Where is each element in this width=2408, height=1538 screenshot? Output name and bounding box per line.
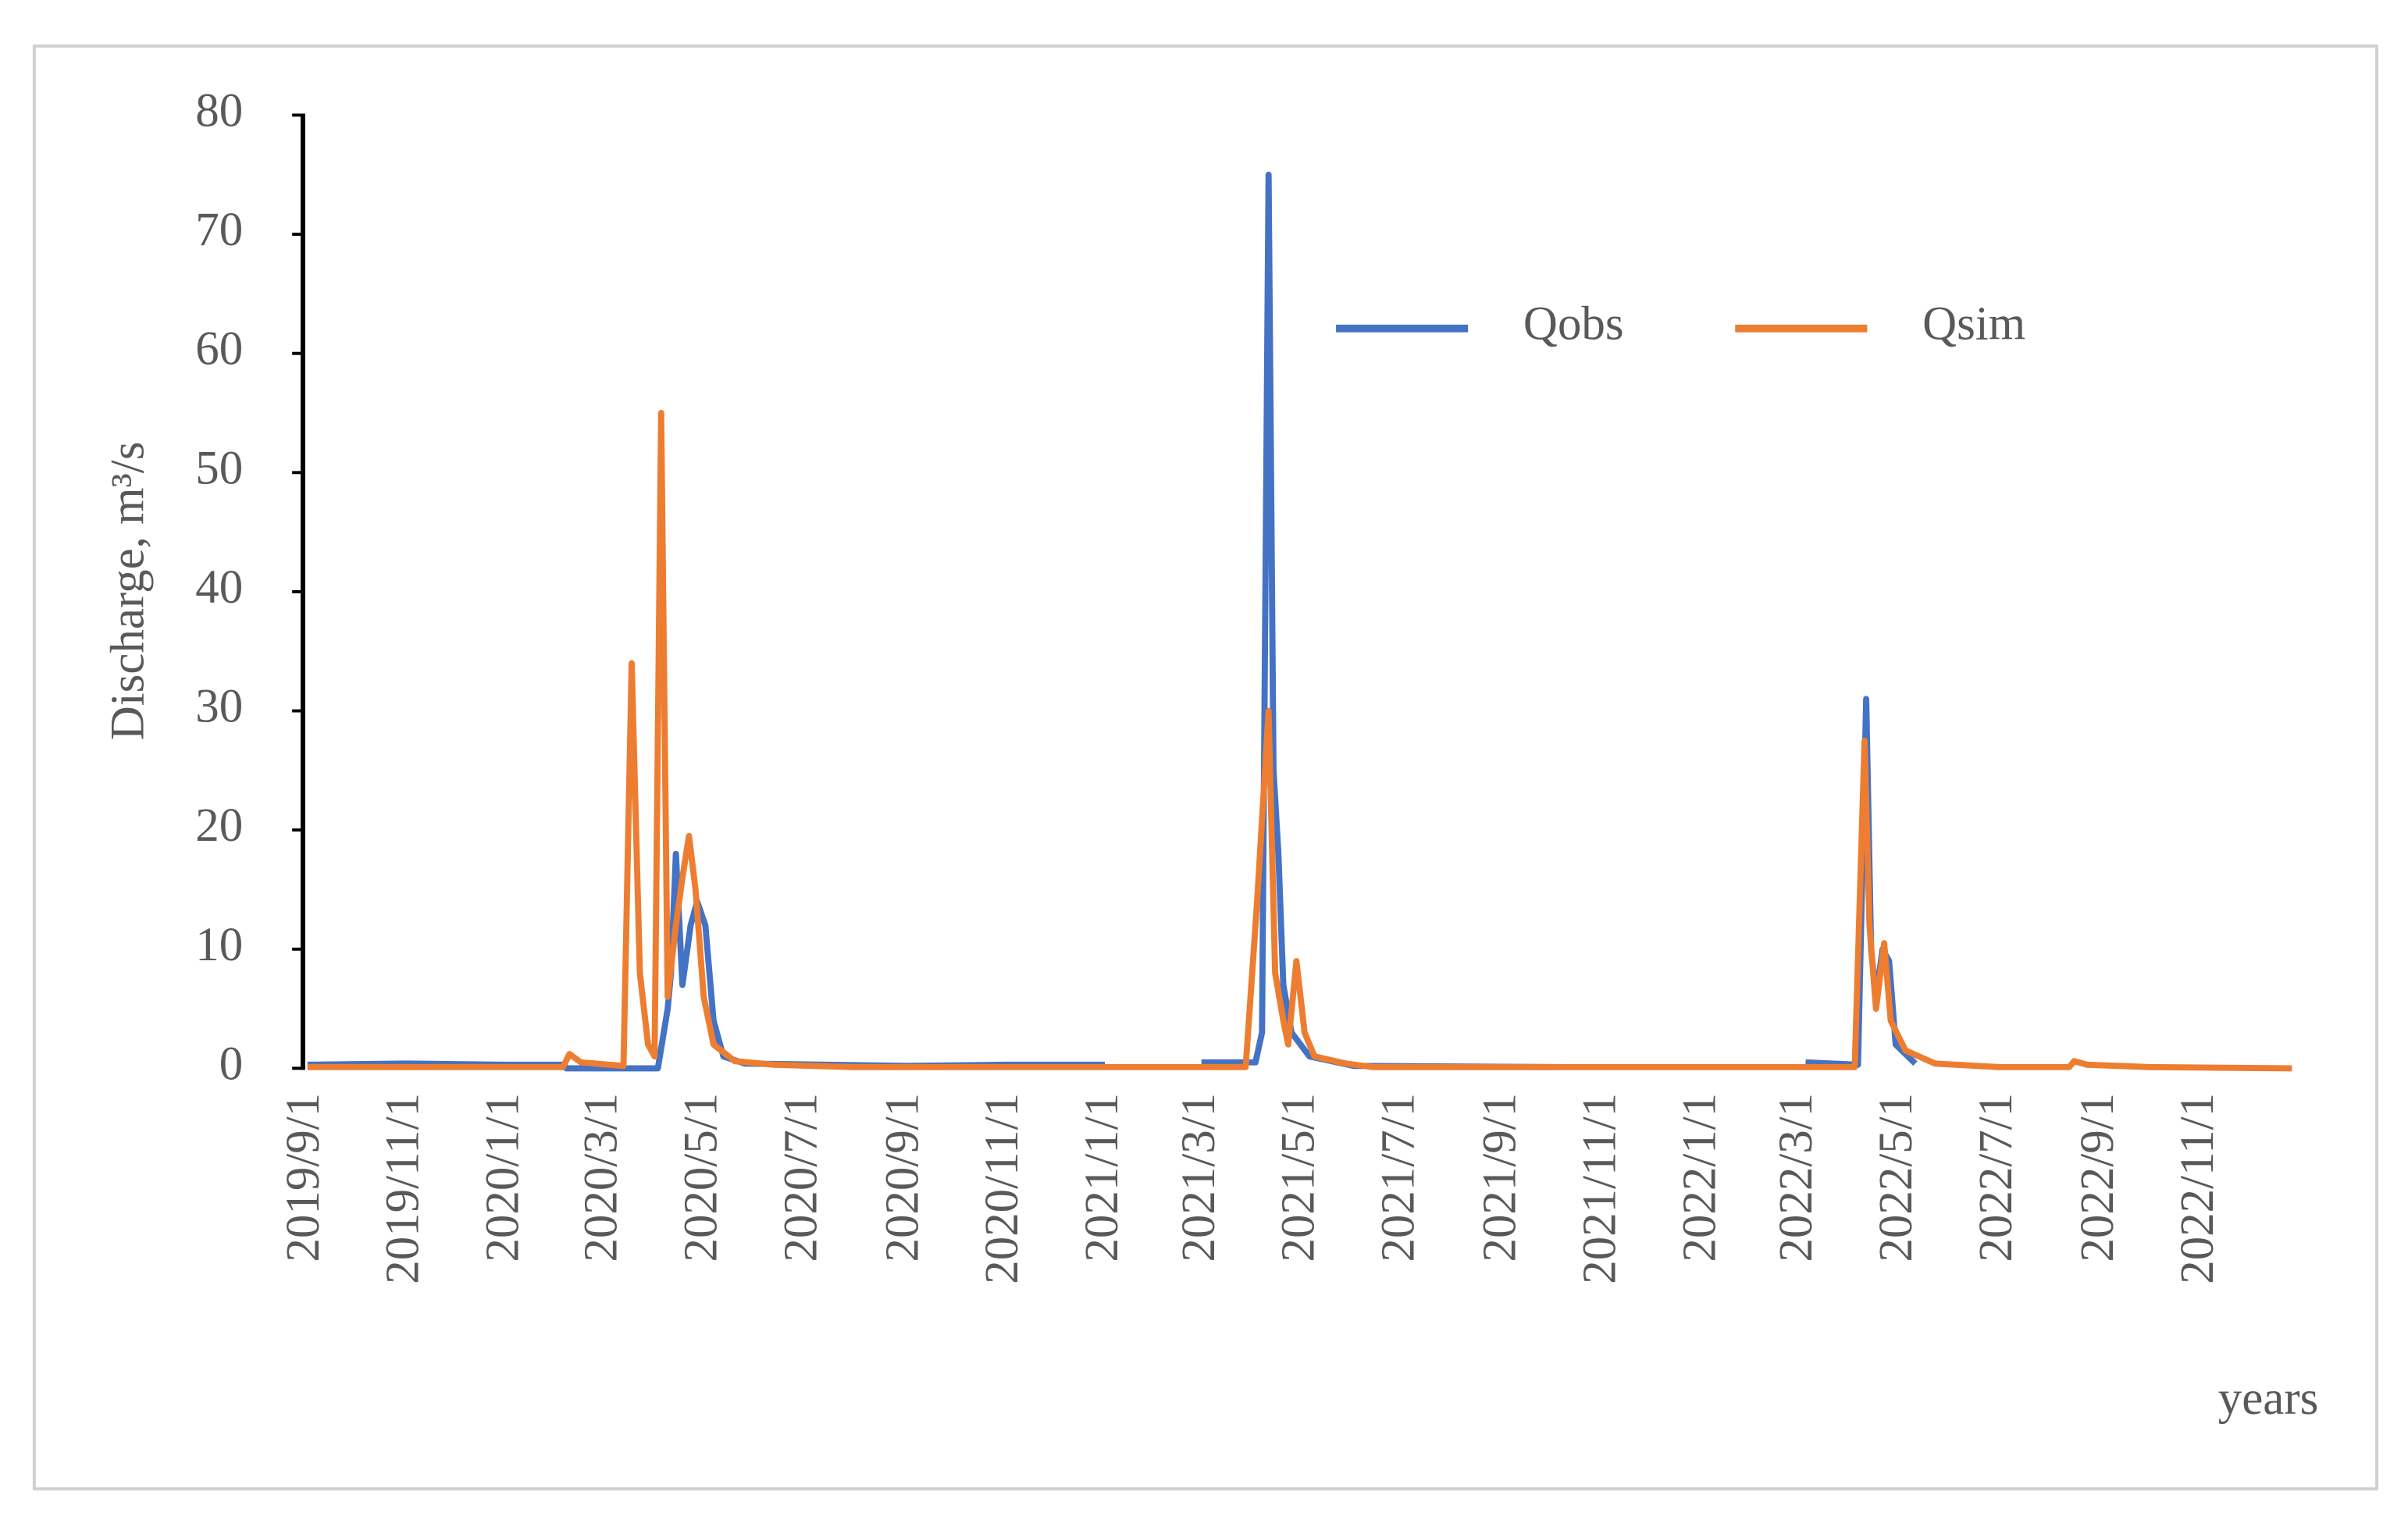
- x-tick-label: 2019/11/1: [377, 1093, 429, 1284]
- x-tick-label: 2021/3/1: [1173, 1093, 1225, 1262]
- x-tick-label: 2020/3/1: [575, 1093, 627, 1262]
- x-tick-label: 2022/5/1: [1870, 1093, 1922, 1262]
- x-tick-label: 2022/11/1: [2171, 1093, 2224, 1284]
- x-tick-label: 2022/9/1: [2071, 1093, 2124, 1262]
- x-tick-label: 2020/5/1: [675, 1093, 727, 1262]
- x-tick-label: 2022/3/1: [1770, 1093, 1822, 1262]
- x-tick-label: 2022/1/1: [1673, 1093, 1726, 1262]
- y-tick-label: 80: [195, 84, 243, 137]
- x-tick-label: 2021/7/1: [1373, 1093, 1425, 1262]
- series-line: [307, 410, 2292, 1072]
- x-tick-label: 2020/11/1: [976, 1093, 1028, 1284]
- x-tick-label: 2020/7/1: [775, 1093, 827, 1262]
- x-tick-label: 2020/1/1: [477, 1093, 529, 1262]
- y-tick-label: 40: [195, 561, 243, 614]
- y-axis-label: Discharge, m³/s: [102, 442, 155, 741]
- y-tick-label: 0: [219, 1038, 243, 1090]
- x-tick-label: 2021/9/1: [1474, 1093, 1526, 1262]
- y-tick-label: 50: [195, 442, 243, 494]
- x-tick-label: 2020/9/1: [876, 1093, 928, 1262]
- chart-border: [32, 45, 2379, 1491]
- y-tick-label: 20: [195, 799, 243, 852]
- y-tick-label: 10: [195, 919, 243, 971]
- y-tick-label: 30: [195, 681, 243, 733]
- x-tick-label: 2022/7/1: [1970, 1093, 2022, 1262]
- legend-label: Qsim: [1922, 298, 2025, 351]
- x-tick-label: 2021/1/1: [1076, 1093, 1128, 1262]
- legend-label: Qobs: [1523, 298, 1624, 351]
- x-tick-label: 2019/9/1: [277, 1093, 329, 1262]
- x-axis-label: years: [2218, 1372, 2319, 1425]
- x-tick-label: 2021/5/1: [1273, 1093, 1325, 1262]
- y-tick-label: 60: [195, 323, 243, 376]
- y-tick-label: 70: [195, 204, 243, 256]
- x-tick-label: 2021/11/1: [1574, 1093, 1626, 1284]
